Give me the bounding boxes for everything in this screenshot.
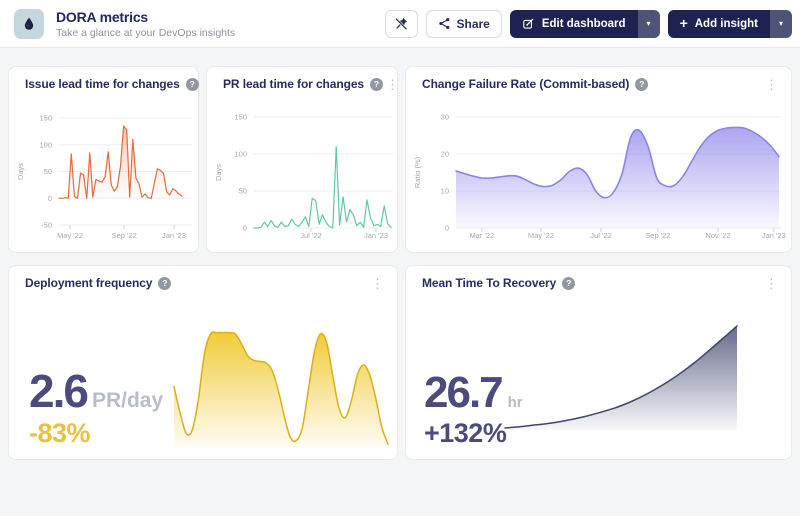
mean-time-to-recovery-card: Mean Time To Recovery ? ⋮ 26.7 hr +132% — [405, 265, 792, 460]
card-menu-button[interactable]: ⋮ — [385, 76, 399, 92]
svg-text:Jul '22: Jul '22 — [590, 231, 611, 240]
svg-text:20: 20 — [441, 150, 449, 159]
plus-icon: + — [679, 15, 688, 31]
edit-dashboard-button[interactable]: Edit dashboard — [509, 9, 638, 38]
help-icon[interactable]: ? — [635, 77, 649, 91]
change-failure-rate-chart: 0 10 20 30 Ratio (%) Mar '22 May '22 Jul '22 Sep… — [413, 113, 786, 240]
pr-lead-time-chart: 0 50 100 150 Days Jul '22 Jan '23 — [214, 113, 393, 240]
card-title: Mean Time To Recovery — [422, 276, 557, 290]
svg-text:50: 50 — [239, 187, 247, 196]
svg-text:100: 100 — [39, 140, 52, 149]
svg-text:150: 150 — [39, 114, 52, 123]
metric-unit: PR/day — [91, 389, 164, 413]
svg-text:Nov '22: Nov '22 — [705, 231, 730, 240]
card-title: Deployment frequency — [25, 276, 153, 290]
card-menu-button[interactable]: ⋮ — [765, 76, 778, 92]
share-button[interactable]: Share — [425, 9, 502, 38]
page-subtitle: Take a glance at your DevOps insights — [56, 26, 236, 39]
pr-lead-time-card: PR lead time for changes ? ⋮ 0 50 100 150 Da… — [206, 66, 399, 253]
edit-dashboard-dropdown[interactable]: ▾ — [637, 9, 660, 38]
edit-dashboard-split-button: Edit dashboard ▾ — [509, 9, 660, 38]
card-title: Change Failure Rate (Commit-based) — [422, 77, 630, 91]
card-title: PR lead time for changes — [223, 77, 364, 91]
mttr-sparkline — [504, 325, 738, 430]
metric-delta: +132% — [424, 418, 507, 448]
issue-lead-time-card: Issue lead time for changes ? ⋮ -5005010… — [8, 66, 215, 253]
svg-text:Ratio (%): Ratio (%) — [413, 156, 422, 188]
metric-block: 2.6 PR/day -83% — [29, 365, 164, 449]
svg-text:0: 0 — [48, 194, 52, 203]
svg-text:-50: -50 — [41, 221, 52, 230]
issue-lead-time-chart: -50 0 50 100 150 Days May '22 Sep '22 Jan '23 — [16, 114, 192, 240]
svg-text:0: 0 — [243, 224, 247, 233]
metric-value: 2.6 — [29, 365, 89, 418]
page-title: DORA metrics — [56, 8, 148, 25]
svg-text:Days: Days — [16, 163, 25, 180]
svg-text:30: 30 — [441, 113, 449, 122]
card-menu-button[interactable]: ⋮ — [765, 275, 778, 291]
add-insight-button[interactable]: + Add insight — [667, 9, 770, 38]
svg-text:Sep '22: Sep '22 — [112, 231, 137, 240]
help-icon[interactable]: ? — [158, 276, 172, 290]
header: DORA metrics Take a glance at your DevOp… — [0, 0, 800, 48]
help-icon[interactable]: ? — [562, 276, 576, 290]
chevron-down-icon: ▾ — [778, 19, 783, 28]
unpin-button[interactable] — [384, 9, 418, 38]
deployment-frequency-card: Deployment frequency ? ⋮ 2.6 PR/day -83% — [8, 265, 398, 460]
svg-text:Jan '23: Jan '23 — [162, 231, 186, 240]
header-actions: Share Edit dashboard ▾ + Add insight ▾ — [384, 9, 792, 38]
add-insight-dropdown[interactable]: ▾ — [770, 9, 792, 38]
change-failure-rate-card: Change Failure Rate (Commit-based) ? ⋮ 0… — [405, 66, 792, 253]
droplet-icon — [24, 17, 34, 30]
svg-text:Jan '23: Jan '23 — [364, 231, 388, 240]
help-icon[interactable]: ? — [369, 77, 383, 91]
title-block: DORA metrics Take a glance at your DevOp… — [56, 9, 235, 39]
help-icon[interactable]: ? — [185, 77, 199, 91]
svg-text:100: 100 — [234, 150, 247, 159]
svg-text:Mar '22: Mar '22 — [469, 231, 494, 240]
svg-text:Jul '22: Jul '22 — [300, 231, 321, 240]
app-logo — [14, 8, 44, 39]
edit-dashboard-label: Edit dashboard — [541, 17, 626, 30]
deployment-frequency-sparkline — [173, 331, 389, 449]
svg-text:Sep '22: Sep '22 — [645, 231, 670, 240]
edit-icon — [523, 18, 534, 29]
add-insight-label: Add insight — [694, 17, 758, 30]
svg-text:50: 50 — [44, 167, 52, 176]
metric-block: 26.7 hr +132% — [424, 368, 523, 449]
svg-text:May '22: May '22 — [57, 231, 83, 240]
card-title: Issue lead time for changes — [25, 77, 180, 91]
chevron-down-icon: ▾ — [646, 19, 651, 28]
card-menu-button[interactable]: ⋮ — [371, 275, 384, 291]
svg-text:Jan '23: Jan '23 — [762, 231, 786, 240]
svg-text:10: 10 — [441, 187, 449, 196]
share-icon — [438, 17, 449, 30]
add-insight-split-button: + Add insight ▾ — [667, 9, 792, 38]
share-label: Share — [456, 16, 490, 31]
svg-text:150: 150 — [234, 113, 247, 122]
pin-slash-icon — [395, 17, 407, 30]
metric-value: 26.7 — [424, 368, 504, 418]
svg-text:May '22: May '22 — [528, 231, 554, 240]
svg-text:Days: Days — [214, 164, 223, 181]
metric-unit: hr — [507, 394, 523, 412]
metric-delta: -83% — [29, 418, 91, 448]
svg-text:0: 0 — [445, 224, 449, 233]
